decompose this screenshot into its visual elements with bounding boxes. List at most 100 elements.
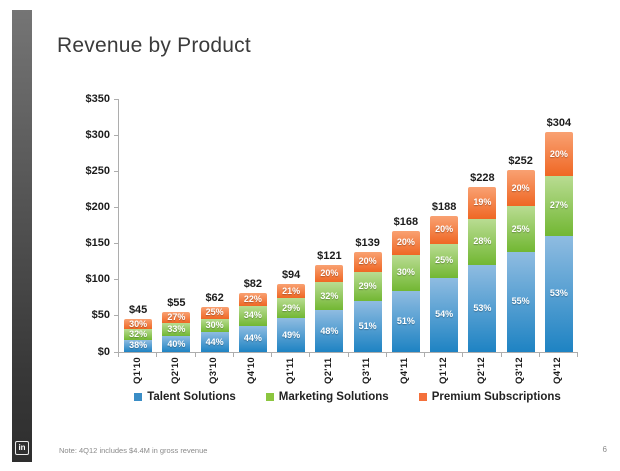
legend-item: Marketing Solutions (265, 391, 389, 403)
bar-segment-talent: 53% (468, 264, 497, 352)
bar-segment-premium: 21% (277, 284, 306, 299)
bar-segment-marketing: 30% (391, 254, 420, 291)
bar-slot: $121 48% 32% 20% (310, 99, 348, 352)
x-tick-mark (309, 353, 311, 357)
bar-segment-premium: 19% (468, 187, 497, 219)
stacked-bar: 40% 33% 27% (162, 312, 191, 352)
bar-total-label: $121 (317, 249, 342, 262)
bar-slot: $82 44% 34% 22% (234, 99, 272, 352)
bar-segment-marketing: 33% (162, 323, 191, 337)
stacked-bar: 48% 32% 20% (315, 264, 344, 352)
bar-slot: $45 38% 32% 30% (119, 99, 157, 352)
bar-total-label: $304 (546, 117, 572, 130)
x-tick-mark (462, 353, 464, 357)
stacked-bar: 53% 27% 20% (544, 132, 573, 352)
bar-segment-talent: 55% (506, 251, 535, 352)
bar-slot: $304 53% 27% 20% (540, 99, 578, 352)
y-tick-label: $350 (85, 92, 110, 105)
linkedin-logo-icon: in (15, 441, 29, 455)
stacked-bar: 51% 30% 20% (391, 230, 420, 352)
bar-segment-marketing: 27% (544, 176, 573, 236)
bar-segment-marketing: 25% (430, 243, 459, 278)
x-tick-mark (156, 353, 158, 357)
x-tick-mark (194, 353, 196, 357)
x-axis-label: Q1'10 (131, 357, 143, 384)
x-tick-mark (500, 353, 502, 357)
x-axis-label: Q4'10 (246, 357, 258, 384)
slide-side-strip: in (12, 10, 32, 462)
bar-total-label: $62 (205, 292, 224, 305)
bar-segment-talent: 51% (353, 300, 382, 352)
x-axis-label: Q4'11 (399, 357, 411, 384)
bar-total-label: $252 (508, 154, 533, 167)
bar-segment-marketing: 28% (468, 218, 497, 265)
stacked-bar: 49% 29% 21% (277, 284, 306, 352)
legend-item: Talent Solutions (134, 391, 236, 403)
stacked-bar: 44% 34% 22% (238, 292, 267, 352)
y-tick-mark (114, 315, 118, 317)
bar-total-label: $82 (243, 277, 263, 290)
y-tick-mark (114, 243, 118, 245)
bar-total-label: $188 (431, 201, 457, 214)
x-axis-label: Q2'11 (322, 357, 334, 384)
x-tick-mark (347, 353, 349, 357)
footer-note: Note: 4Q12 includes $4.4M in gross reven… (59, 446, 208, 455)
bars-row: $45 38% 32% 30% $55 40% 33% 27% $62 44% 30% 25% $82 4… (119, 99, 578, 352)
chart-legend: Talent Solutions Marketing Solutions Premi… (118, 391, 577, 403)
bar-segment-marketing: 29% (353, 271, 382, 301)
bar-segment-marketing: 29% (277, 298, 306, 319)
stacked-bar: 51% 29% 20% (353, 251, 382, 352)
bar-segment-marketing: 32% (124, 329, 153, 340)
bar-segment-talent: 51% (391, 290, 420, 352)
bar-slot: $188 54% 25% 20% (425, 99, 463, 352)
y-tick-label: $100 (85, 273, 110, 286)
x-axis-label: Q3'11 (361, 357, 373, 384)
x-axis-label: Q1'12 (437, 357, 449, 384)
bar-total-label: $168 (393, 215, 419, 228)
x-tick-mark (577, 353, 578, 357)
bar-slot: $252 55% 25% 20% (502, 99, 540, 352)
x-tick-mark (424, 353, 425, 357)
y-tick-mark (114, 170, 118, 172)
y-tick-label: $200 (85, 200, 110, 213)
bar-segment-premium: 20% (506, 169, 535, 207)
bar-total-label: $55 (167, 297, 186, 310)
bar-segment-talent: 53% (544, 235, 573, 352)
bar-segment-talent: 44% (238, 325, 267, 352)
bar-segment-premium: 20% (391, 230, 420, 255)
bar-segment-premium: 20% (353, 251, 382, 272)
bar-segment-premium: 25% (200, 307, 229, 319)
bar-segment-talent: 49% (277, 318, 306, 352)
bar-segment-premium: 27% (162, 312, 191, 323)
bar-segment-premium: 22% (238, 292, 267, 306)
bar-segment-talent: 40% (162, 336, 191, 352)
bar-total-label: $139 (355, 236, 380, 249)
stacked-bar: 53% 28% 19% (468, 187, 497, 352)
bar-segment-talent: 48% (315, 310, 344, 352)
stacked-bar: 55% 25% 20% (506, 169, 535, 352)
x-axis-label: Q3'10 (208, 357, 220, 384)
bar-slot: $228 53% 28% 19% (463, 99, 501, 352)
x-tick-mark (538, 353, 540, 357)
y-tick-label: $300 (85, 128, 110, 141)
y-tick-label: $150 (85, 237, 110, 250)
y-tick-mark (114, 134, 118, 136)
legend-label: Premium Subscriptions (431, 391, 561, 403)
x-tick-mark (118, 353, 119, 357)
legend-swatch-icon (134, 393, 143, 401)
bar-segment-premium: 20% (315, 264, 344, 283)
x-axis-label: Q2'12 (475, 357, 487, 384)
x-axis-label: Q3'12 (514, 357, 526, 384)
y-tick-mark (114, 351, 118, 353)
bar-segment-marketing: 25% (506, 206, 535, 252)
legend-swatch-icon (418, 393, 427, 401)
y-tick-label: $250 (85, 164, 110, 177)
bar-segment-marketing: 34% (238, 305, 267, 326)
y-tick-label: $50 (91, 309, 110, 322)
x-axis-label: Q2'10 (169, 357, 181, 384)
legend-label: Marketing Solutions (278, 391, 389, 403)
page-number: 6 (602, 445, 607, 454)
bar-segment-premium: 30% (124, 319, 153, 330)
slide-title: Revenue by Product (57, 34, 251, 57)
bar-total-label: $45 (128, 304, 148, 317)
